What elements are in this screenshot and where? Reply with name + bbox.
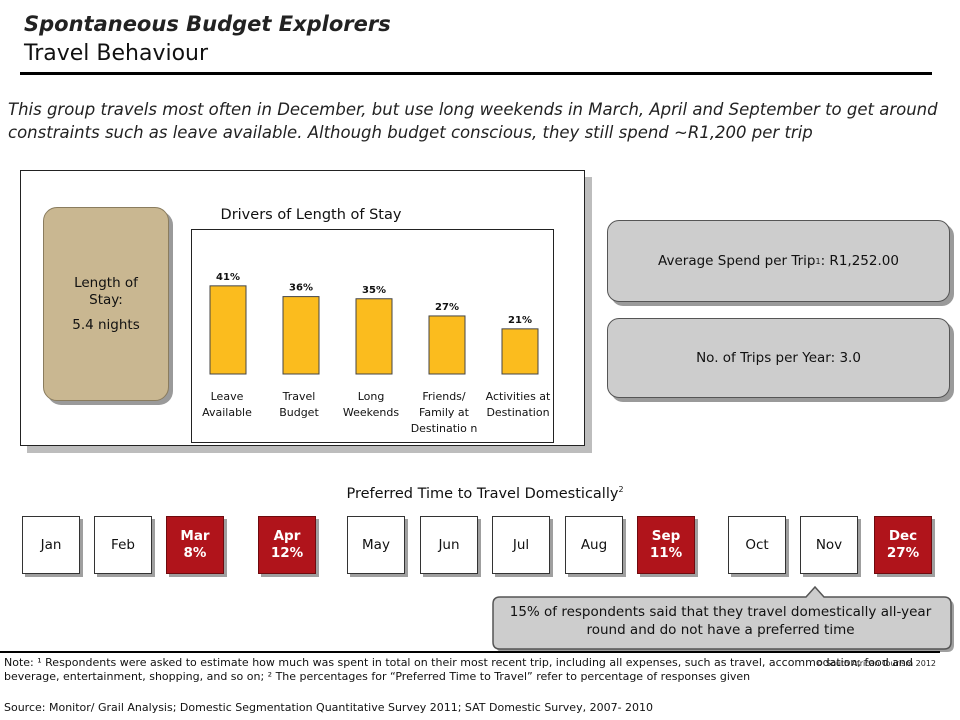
month-apr: Apr 12% (258, 516, 316, 574)
month-name: Sep (651, 528, 681, 544)
preferred-time-title-text: Preferred Time to Travel Domestically (346, 485, 619, 502)
footer-divider (0, 651, 940, 653)
trips-per-year-text: No. of Trips per Year: 3.0 (696, 350, 861, 366)
bar-0 (209, 285, 247, 375)
month-name: Nov (815, 536, 843, 553)
trips-per-year-box: No. of Trips per Year: 3.0 (607, 318, 950, 398)
bar-4 (501, 328, 539, 375)
bar-value-label-0: 41% (216, 272, 240, 283)
preferred-time-footnote: 2 (618, 485, 624, 494)
month-oct: Oct (728, 516, 786, 574)
slide-title: Spontaneous Budget Explorers (24, 12, 391, 36)
bar-2 (355, 298, 393, 375)
month-name: Oct (745, 536, 769, 553)
bar-chart: 41% 36% 35% 27% 21% (209, 272, 539, 375)
bar-1 (282, 296, 320, 375)
callout-text: 15% of respondents said that they travel… (509, 604, 932, 638)
x-label-leave-available: Leave Available (202, 390, 252, 419)
month-name: Feb (111, 536, 135, 553)
month-name: May (362, 536, 390, 553)
average-spend-footnote: 1 (815, 256, 821, 266)
month-nov: Nov (800, 516, 858, 574)
x-label-activities: Activities at Destination (485, 390, 551, 419)
month-name: Jan (40, 536, 62, 553)
x-label-travel-budget: Travel Budget (279, 390, 319, 419)
month-may: May (347, 516, 405, 574)
month-percent: 11% (649, 545, 683, 561)
copyright: © South African Tourism 2012 (815, 659, 936, 668)
chart-frame: 41% 36% 35% 27% 21% Leave Available Travel B… (191, 229, 554, 443)
x-label-long-weekends: Long Weekends (342, 390, 400, 419)
bar-value-label-1: 36% (289, 283, 313, 294)
average-spend-box: Average Spend per Trip 1: R1,252.00 (607, 220, 950, 302)
slide-subtitle: Travel Behaviour (24, 41, 209, 66)
month-aug: Aug (565, 516, 623, 574)
month-name: Aug (580, 536, 608, 553)
month-percent: 8% (183, 545, 207, 561)
intro-text: This group travels most often in Decembe… (8, 100, 938, 142)
month-jan: Jan (22, 516, 80, 574)
month-jul: Jul (492, 516, 550, 574)
preferred-time-title: Preferred Time to Travel Domestically2 (300, 485, 670, 502)
title-divider (20, 72, 932, 75)
month-jun: Jun (420, 516, 478, 574)
month-feb: Feb (94, 516, 152, 574)
bar-value-label-2: 35% (362, 285, 386, 296)
length-of-stay-label: Length of Stay: (74, 274, 138, 308)
footnote: Note: ¹ Respondents were asked to estima… (4, 656, 913, 683)
length-of-stay-box: Length of Stay: 5.4 nights (43, 207, 169, 401)
length-of-stay-value: 5.4 nights (72, 316, 140, 333)
month-percent: 27% (886, 545, 920, 561)
bar-value-label-3: 27% (435, 302, 459, 313)
average-spend-value: : R1,252.00 (820, 253, 899, 269)
source-line: Source: Monitor/ Grail Analysis; Domesti… (4, 701, 654, 714)
month-name: Jun (438, 536, 460, 553)
month-percent: 12% (270, 545, 304, 561)
month-name: Apr (273, 528, 301, 544)
x-label-friends-family: Friends/ Family at Destinatio n (410, 390, 478, 435)
average-spend-label: Average Spend per Trip (658, 253, 816, 269)
bar-value-label-4: 21% (508, 315, 532, 326)
month-name: Jul (512, 536, 530, 553)
length-of-stay-panel: Length of Stay: 5.4 nights Drivers of Le… (20, 170, 585, 446)
month-dec: Dec 27% (874, 516, 932, 574)
month-name: Mar (180, 528, 210, 544)
chart-title: Drivers of Length of Stay (220, 207, 402, 223)
month-name: Dec (888, 528, 918, 544)
month-sep: Sep 11% (637, 516, 695, 574)
month-mar: Mar 8% (166, 516, 224, 574)
bar-3 (428, 315, 466, 375)
